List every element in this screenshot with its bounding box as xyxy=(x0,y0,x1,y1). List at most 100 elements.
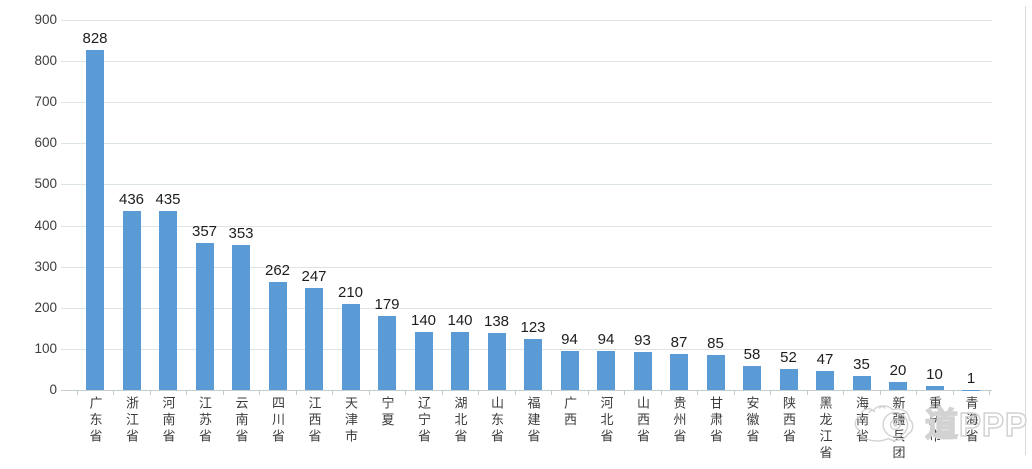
bar-value-label: 94 xyxy=(561,331,578,349)
bar-value-label: 353 xyxy=(228,224,254,242)
y-axis-tick-label: 100 xyxy=(34,340,57,356)
gridline xyxy=(61,266,992,268)
gridline xyxy=(61,20,992,21)
bar-value-label: 47 xyxy=(816,350,834,368)
x-axis-tick xyxy=(295,391,297,395)
x-axis-tick xyxy=(587,391,589,395)
bar xyxy=(560,351,579,390)
bar xyxy=(451,332,469,390)
x-axis-category-label: 云南省 xyxy=(233,396,249,446)
y-axis-tick-label: 800 xyxy=(34,53,57,69)
x-axis-category-label: 重庆市 xyxy=(927,396,942,446)
bar xyxy=(706,355,725,390)
x-axis-tick xyxy=(514,391,516,395)
image-right-border xyxy=(1025,6,1026,455)
x-axis-category-label: 新疆兵团 xyxy=(890,396,906,462)
x-axis-category-label: 安徽省 xyxy=(744,396,760,446)
x-axis-category-label: 四川省 xyxy=(270,396,285,446)
bar xyxy=(633,351,652,390)
x-axis-tick xyxy=(186,391,188,395)
x-axis-category-label: 广东省 xyxy=(87,396,103,446)
x-axis-tick xyxy=(551,391,553,395)
x-axis-tick xyxy=(770,391,772,395)
x-axis-tick xyxy=(843,391,845,395)
bar xyxy=(232,244,250,390)
x-axis-tick xyxy=(113,391,115,395)
x-axis-tick xyxy=(806,391,808,395)
x-axis-category-label: 天津市 xyxy=(343,396,358,446)
bar-value-label: 435 xyxy=(155,191,181,209)
gridline xyxy=(61,225,992,227)
x-axis-tick xyxy=(879,391,881,395)
bar xyxy=(889,381,907,390)
x-axis-tick xyxy=(441,391,443,395)
gridline xyxy=(61,61,992,63)
x-axis-category-label: 宁夏 xyxy=(379,396,395,429)
bar xyxy=(305,288,323,390)
bar-value-label: 210 xyxy=(337,283,364,301)
x-axis-tick xyxy=(916,391,918,395)
bar xyxy=(670,354,688,390)
bar xyxy=(925,385,944,390)
bar-value-label: 58 xyxy=(743,346,761,364)
x-axis-category-label: 贵州省 xyxy=(671,396,687,446)
x-axis-tick xyxy=(222,391,224,395)
x-axis-category-label: 河北省 xyxy=(598,396,614,446)
y-axis-tick-label: 400 xyxy=(34,217,57,233)
y-axis-tick-label: 500 xyxy=(34,176,57,192)
x-axis-tick xyxy=(989,391,991,395)
bar-value-label: 247 xyxy=(301,268,327,286)
bar xyxy=(743,366,761,390)
x-axis-category-label: 黑龙江省 xyxy=(817,396,833,462)
bar-value-label: 138 xyxy=(483,313,510,331)
bar xyxy=(852,375,871,390)
gridline xyxy=(61,307,992,309)
bar xyxy=(195,243,214,390)
y-axis-tick-label: 900 xyxy=(34,12,57,27)
bar xyxy=(378,316,396,390)
bar-value-label: 94 xyxy=(597,331,615,349)
bar-value-label: 10 xyxy=(926,365,943,383)
gridline xyxy=(61,184,992,186)
bar xyxy=(524,339,542,390)
gridline xyxy=(61,102,992,104)
bar-value-label: 20 xyxy=(889,361,907,379)
y-axis-tick-label: 600 xyxy=(34,135,57,151)
bar-value-label: 123 xyxy=(520,319,546,337)
x-axis-category-label: 山东省 xyxy=(489,396,504,446)
bar-value-label: 52 xyxy=(780,348,797,366)
y-axis-tick-label: 0 xyxy=(49,382,57,397)
x-axis-category-label: 辽宁省 xyxy=(416,396,431,446)
x-axis-category-label: 甘肃省 xyxy=(708,396,723,446)
bar-value-label: 87 xyxy=(670,334,688,352)
x-axis-tick xyxy=(624,391,626,395)
x-axis-tick xyxy=(660,391,662,395)
x-axis-category-label: 河南省 xyxy=(160,396,176,446)
bar xyxy=(159,211,177,390)
gridline xyxy=(61,143,992,145)
bar-value-label: 357 xyxy=(191,223,218,241)
x-axis-tick xyxy=(149,391,151,395)
x-axis-tick xyxy=(733,391,735,395)
y-axis-tick-label: 200 xyxy=(34,299,57,315)
bar-value-label: 85 xyxy=(707,335,724,353)
x-axis-tick xyxy=(332,391,334,395)
bar xyxy=(414,332,433,390)
x-axis-tick xyxy=(259,391,261,395)
x-axis-tick xyxy=(368,391,370,395)
x-axis-category-label: 山西省 xyxy=(635,396,650,446)
x-axis-tick xyxy=(697,391,699,395)
x-axis-category-label: 广西 xyxy=(562,396,577,429)
x-axis-category-label: 浙江省 xyxy=(124,396,139,446)
bar-value-label: 1 xyxy=(966,369,976,387)
bar xyxy=(341,303,360,390)
bar xyxy=(268,282,287,390)
bar-value-label: 140 xyxy=(447,312,473,330)
x-axis-line xyxy=(61,390,992,391)
bar-value-label: 262 xyxy=(264,262,291,280)
x-axis-category-label: 湖北省 xyxy=(452,396,468,446)
bar-value-label: 35 xyxy=(853,355,870,373)
bar xyxy=(122,210,141,390)
